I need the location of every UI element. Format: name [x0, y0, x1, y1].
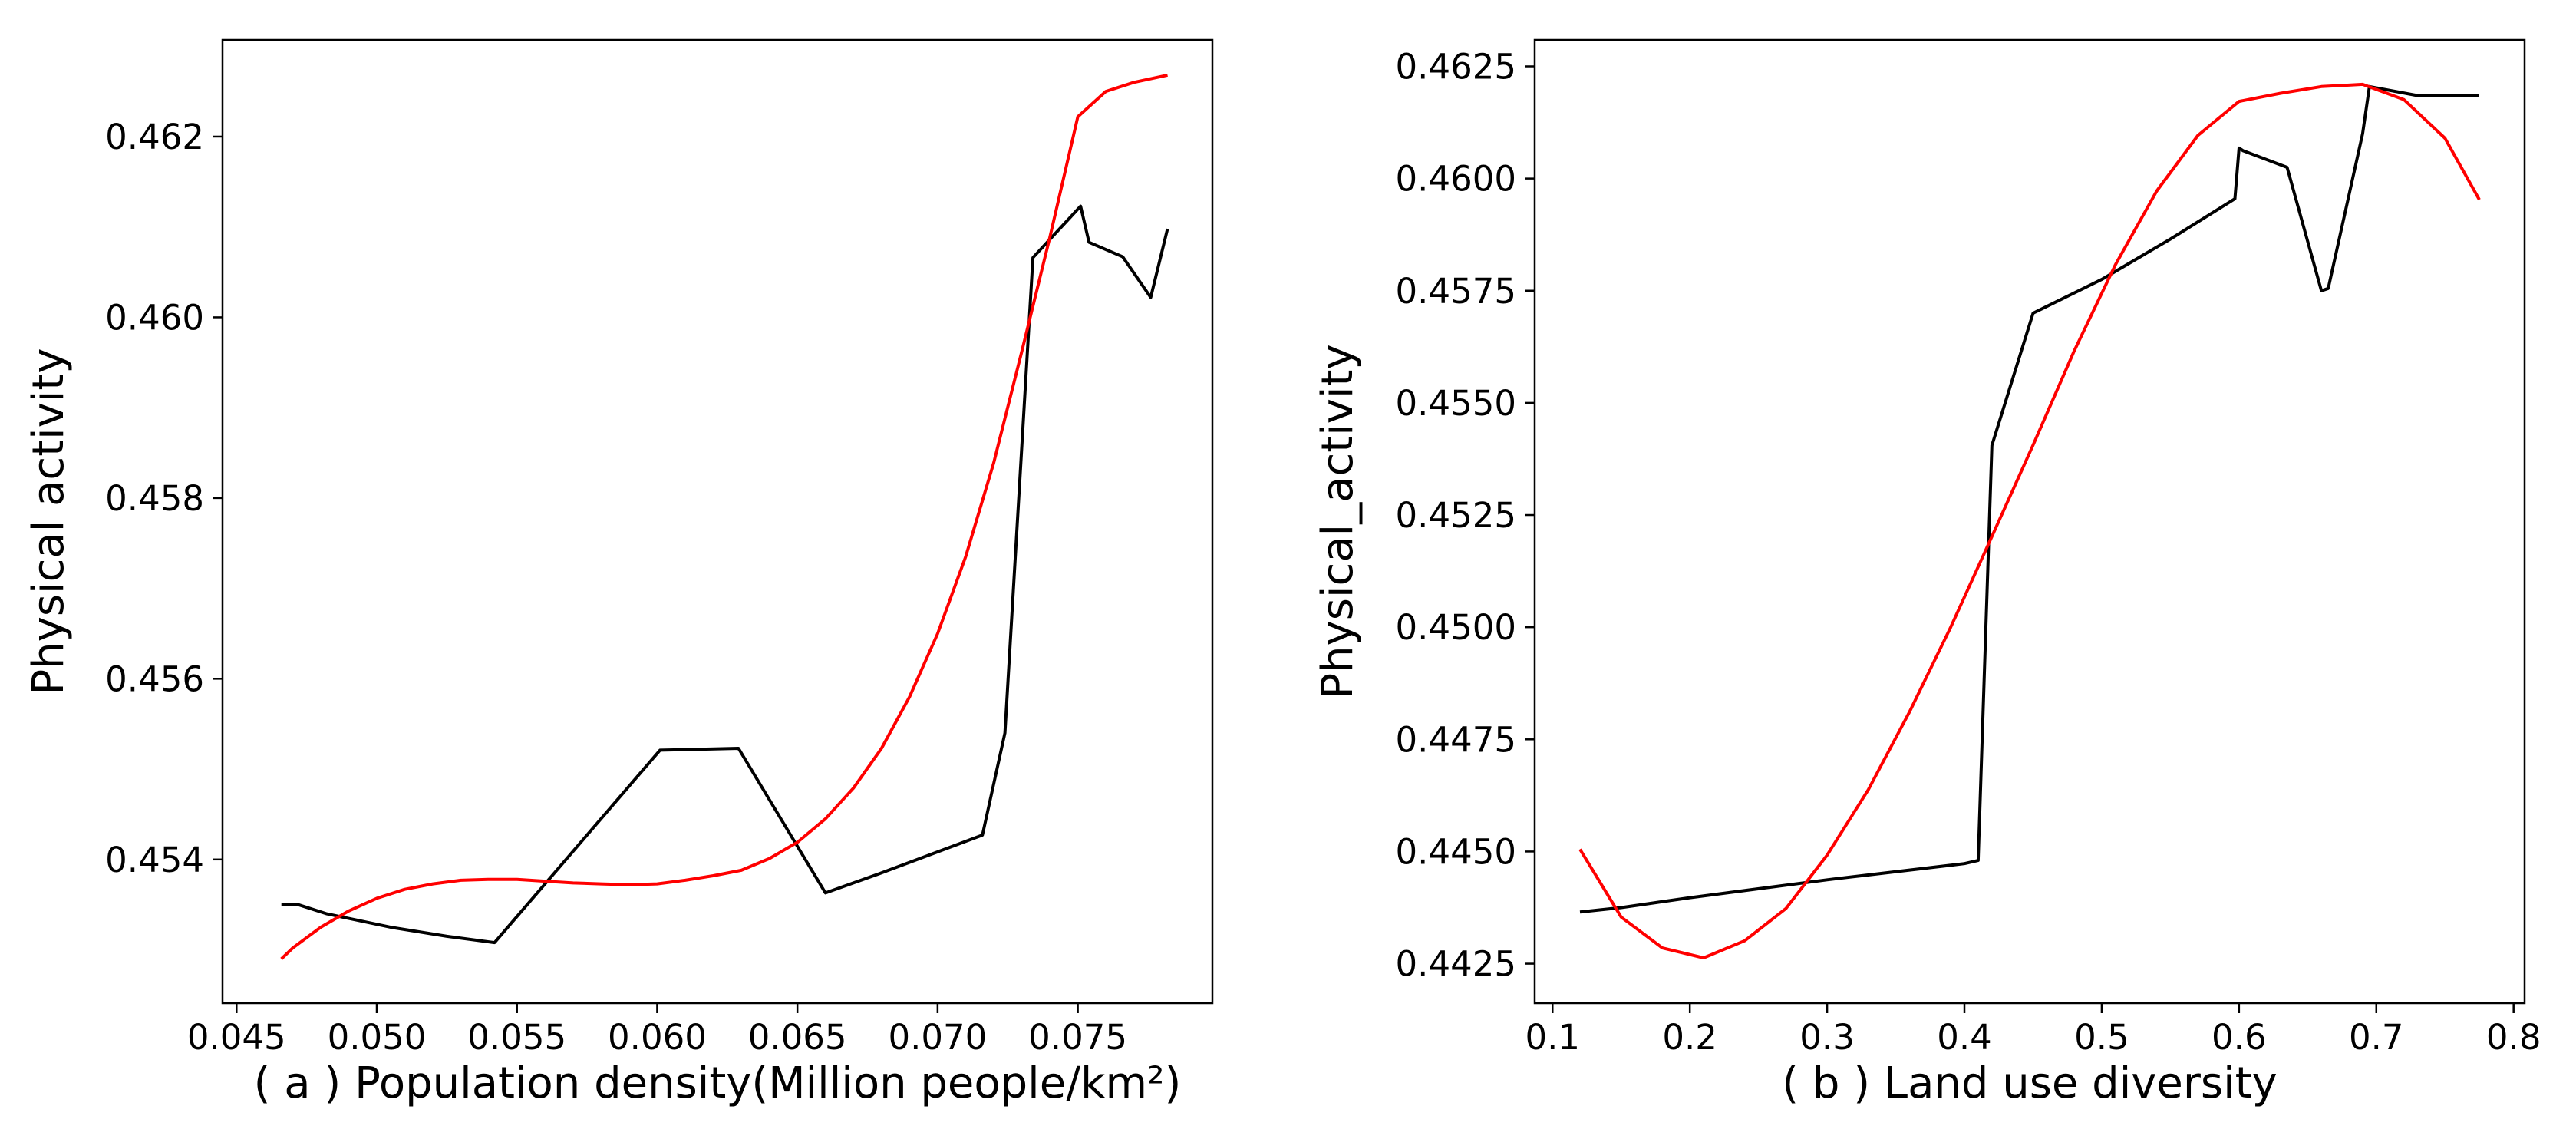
panel-a: 0.045 0.050 0.055 0.060 0.065 0.070 0.075 0.454…: [24, 38, 1214, 1108]
y-tick-label: 0.462: [105, 117, 204, 157]
x-axis-title: ( a ) Population density(Million people/…: [254, 1058, 1182, 1108]
y-tick-label: 0.4450: [1396, 831, 1516, 872]
y-tick-label: 0.460: [105, 297, 204, 338]
y-tick-label: 0.4475: [1396, 719, 1516, 760]
y-tick-label: 0.456: [105, 659, 204, 699]
y-tick-label: 0.454: [105, 840, 204, 880]
x-tick-label: 0.7: [2349, 1017, 2404, 1058]
x-tick-label: 0.050: [328, 1017, 427, 1058]
y-axis-title: Physical_activity: [1313, 344, 1363, 698]
y-tick-label: 0.4625: [1396, 46, 1516, 87]
x-tick-label: 0.045: [187, 1017, 286, 1058]
y-tick-label: 0.4525: [1396, 495, 1516, 536]
series-line-fitted: [280, 73, 1168, 960]
x-tick-label: 0.060: [608, 1017, 707, 1058]
y-tick-label: 0.458: [105, 478, 204, 519]
x-tick-label: 0.055: [467, 1017, 566, 1058]
x-tick-label: 0.6: [2212, 1017, 2267, 1058]
series-line-observed: [281, 204, 1169, 945]
x-tick-label: 0.070: [888, 1017, 987, 1058]
x-tick-label: 0.075: [1028, 1017, 1127, 1058]
x-tick-label: 0.2: [1662, 1017, 1717, 1058]
x-tick-label: 0.8: [2486, 1017, 2541, 1058]
plot-frame: [221, 38, 1214, 1005]
series-line-observed: [1579, 84, 2479, 914]
y-tick-label: 0.4425: [1396, 944, 1516, 985]
y-axis-title: Physical activity: [24, 348, 74, 695]
x-tick-label: 0.065: [748, 1017, 847, 1058]
series-line-fitted: [1578, 82, 2481, 959]
x-tick-label: 0.1: [1525, 1017, 1580, 1058]
y-tick-label: 0.4575: [1396, 271, 1516, 312]
x-axis-title: ( b ) Land use diversity: [1782, 1058, 2277, 1108]
x-tick-label: 0.4: [1937, 1017, 1992, 1058]
panel-b: 0.1 0.2 0.3 0.4 0.5 0.6 0.7 0.8 0.4425 0.4450 0.44…: [1313, 38, 2541, 1108]
plot-frame: [1533, 38, 2526, 1005]
y-tick-label: 0.4500: [1396, 607, 1516, 648]
x-tick-label: 0.5: [2074, 1017, 2129, 1058]
y-tick-label: 0.4550: [1396, 383, 1516, 424]
y-tick-label: 0.4600: [1396, 159, 1516, 200]
x-tick-label: 0.3: [1799, 1017, 1855, 1058]
